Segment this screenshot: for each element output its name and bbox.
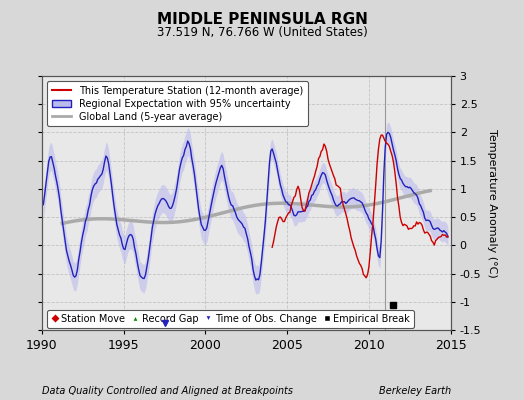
Text: MIDDLE PENINSULA RGN: MIDDLE PENINSULA RGN <box>157 12 367 27</box>
Legend: Station Move, Record Gap, Time of Obs. Change, Empirical Break: Station Move, Record Gap, Time of Obs. C… <box>47 310 414 328</box>
Text: Data Quality Controlled and Aligned at Breakpoints: Data Quality Controlled and Aligned at B… <box>42 386 293 396</box>
Text: 37.519 N, 76.766 W (United States): 37.519 N, 76.766 W (United States) <box>157 26 367 39</box>
Y-axis label: Temperature Anomaly (°C): Temperature Anomaly (°C) <box>487 129 497 277</box>
Text: Berkeley Earth: Berkeley Earth <box>378 386 451 396</box>
